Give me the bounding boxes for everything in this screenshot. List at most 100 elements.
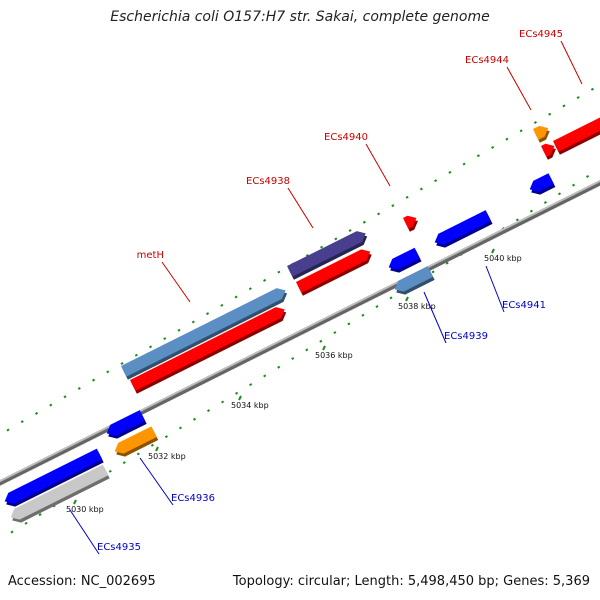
gene-meth-body <box>121 288 286 377</box>
gene-forward-unlabelled <box>296 249 372 296</box>
gene-labels: metH ECs4938 ECs4940 ECs4944 ECs4945 ECs4935 E… <box>69 29 583 555</box>
outer-dot <box>248 287 252 291</box>
outer-dot <box>405 195 409 199</box>
gene-ecs4945 <box>553 117 600 155</box>
gene-meth-leader <box>161 261 191 303</box>
genome-summary: Topology: circular; Length: 5,498,450 bp… <box>232 574 590 589</box>
inner-dot <box>571 183 576 187</box>
outer-dot <box>491 145 495 149</box>
outer-dot <box>20 420 24 424</box>
map-title: Escherichia coli O157:H7 str. Sakai, com… <box>110 9 490 25</box>
inner-dot <box>122 461 126 465</box>
gene-ecs4935-body <box>10 464 109 520</box>
gene-ecs4939 <box>394 266 435 295</box>
gene-meth <box>121 288 288 380</box>
gene-forward-unlabelled <box>130 307 287 394</box>
inner-dot <box>221 400 225 404</box>
outer-dot <box>476 154 480 158</box>
backbone-line <box>0 179 600 483</box>
tick-label: 5040 kbp <box>484 254 522 263</box>
outer-dot <box>562 104 566 108</box>
gene-ecs4939-leader <box>423 291 447 344</box>
gene-ecs4936-leader <box>139 457 174 506</box>
gene-ecs4941-body <box>434 210 492 245</box>
inner-dot <box>375 305 379 309</box>
outer-dot <box>149 345 153 349</box>
gene-ecs4940 <box>403 215 418 232</box>
outer-dot <box>277 270 281 274</box>
gene-reverse-unlabelled-body <box>4 448 103 504</box>
tick-mark <box>491 248 495 254</box>
accession-text: Accession: NC_002695 <box>8 574 156 589</box>
gene-ecs4944-body <box>533 125 549 140</box>
outer-dot <box>177 328 181 332</box>
outer-dot <box>505 137 509 141</box>
inner-dot <box>38 513 42 517</box>
genome-backbone <box>0 179 600 486</box>
inner-dot <box>136 452 140 456</box>
gene-forward-unlabelled <box>541 143 556 160</box>
gene-ecs4941 <box>434 210 493 248</box>
outer-dot <box>220 303 224 307</box>
gene-ecs4940-label: ECs4940 <box>324 132 368 143</box>
gene-reverse-unlabelled-body <box>106 410 146 436</box>
inner-dot <box>108 469 112 473</box>
inner-dot <box>529 209 533 213</box>
outer-dot <box>6 428 10 432</box>
outer-dot <box>91 378 96 382</box>
gene-reverse-unlabelled <box>388 247 422 273</box>
gene-forward-unlabelled-body <box>541 143 555 157</box>
outer-dot <box>263 278 267 282</box>
gene-meth-label: metH <box>137 250 164 261</box>
outer-dot <box>419 187 423 191</box>
tick-label: 5030 kbp <box>66 505 104 514</box>
outer-dot <box>234 295 238 299</box>
backbone-shadow <box>0 180 600 486</box>
gene-ecs4936 <box>114 426 159 457</box>
inner-dot <box>291 357 295 361</box>
tick-mark <box>238 395 242 401</box>
outer-dot <box>134 353 138 357</box>
inner-dot <box>178 426 182 430</box>
gene-reverse-unlabelled <box>106 410 147 439</box>
gene-ecs4939-label: ECs4939 <box>444 331 488 342</box>
outer-dot <box>34 411 39 415</box>
inner-dot <box>347 322 351 326</box>
gene-reverse-unlabelled <box>4 448 104 507</box>
outer-dot <box>320 245 324 249</box>
inner-dot <box>515 218 519 222</box>
inner-dot <box>585 174 590 178</box>
outer-dot <box>49 403 53 407</box>
outer-dot <box>377 212 381 216</box>
gene-ecs4935-leader <box>69 509 100 555</box>
outer-dot <box>305 254 309 257</box>
tick-mark <box>322 345 326 351</box>
gene-reverse-unlabelled-body <box>388 247 420 270</box>
outer-dot <box>391 204 395 208</box>
tick-label: 5038 kbp <box>398 302 436 311</box>
gene-ecs4941-label: ECs4941 <box>502 300 546 311</box>
outer-dot <box>548 112 552 116</box>
inner-dot <box>305 348 309 352</box>
inner-dot <box>249 383 253 387</box>
inner-dot <box>361 313 365 317</box>
outer-dot <box>448 170 452 174</box>
outer-dot <box>590 87 594 91</box>
outer-dot <box>163 337 167 341</box>
inner-dot <box>192 417 197 421</box>
inner-dot <box>263 374 267 378</box>
gene-ecs4945-leader <box>560 40 583 85</box>
tick-label: 5032 kbp <box>148 452 186 461</box>
tick-mark <box>405 296 409 302</box>
gene-ecs4938-body <box>287 231 366 277</box>
outer-dot <box>362 220 366 224</box>
tick-marks: 5030 kbp 5032 kbp 5034 kbp 5036 kbp 5038 kbp… <box>66 248 522 514</box>
gene-features <box>4 117 600 523</box>
gene-ecs4944-leader <box>506 66 532 111</box>
gene-ecs4939-body <box>394 266 434 292</box>
inner-dot <box>10 530 14 534</box>
inner-dot <box>319 339 323 343</box>
outer-dot <box>462 162 466 166</box>
dotted-guides <box>6 87 594 534</box>
